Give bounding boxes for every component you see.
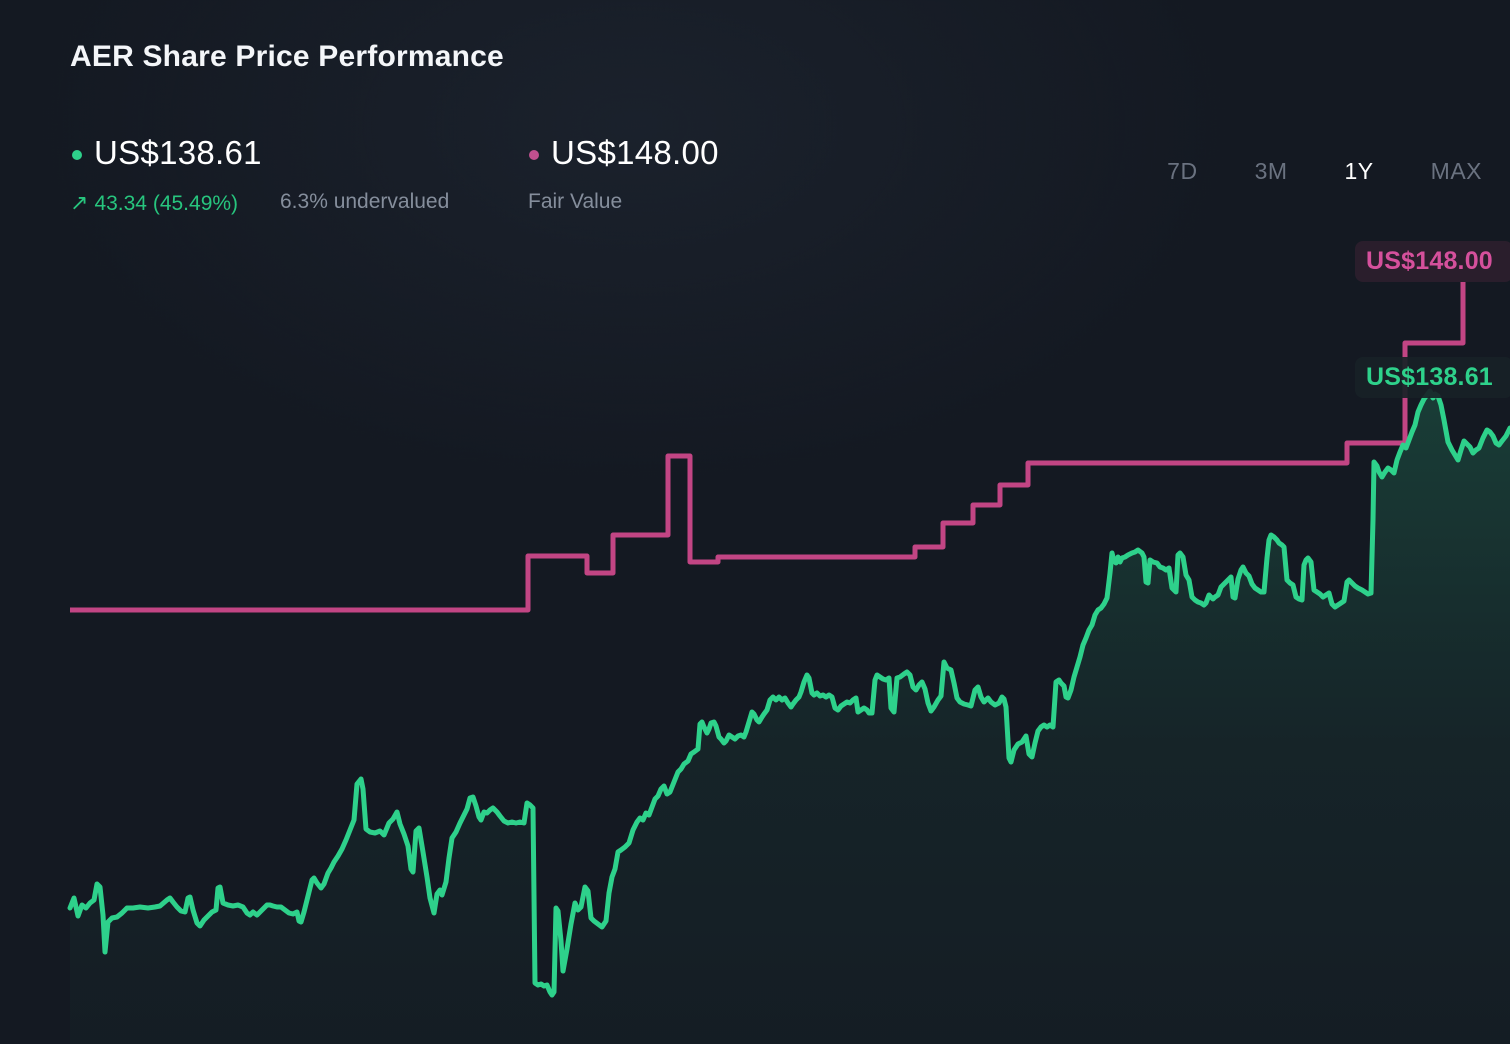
share-price-area-fill [70,391,1510,1044]
share-price-change: ↗ 43.34 (45.49%) [70,190,238,216]
range-button-3m[interactable]: 3M [1254,158,1288,184]
fair-value-line [70,282,1466,613]
fair-value-dot-icon [529,150,539,160]
fair-value-label: Fair Value [528,190,623,213]
fair-value-flag: US$148.00 [1355,241,1510,282]
fair-value-value: US$148.00 [551,134,719,171]
share-price-dot-icon [72,150,82,160]
range-button-max[interactable]: MAX [1430,158,1482,184]
range-selector: 7D 3M 1Y MAX [1167,158,1482,185]
range-button-7d[interactable]: 7D [1167,158,1198,184]
undervalued-badge: 6.3% undervalued [280,190,450,213]
arrow-up-right-icon: ↗ [70,190,89,215]
range-button-1y[interactable]: 1Y [1344,158,1374,184]
share-price-line [67,388,1510,998]
change-amount: 43.34 (45.49%) [94,192,239,215]
share-price-value: US$138.61 [94,134,262,171]
page-title: AER Share Price Performance [70,40,504,73]
share-price-flag: US$138.61 [1355,357,1510,398]
